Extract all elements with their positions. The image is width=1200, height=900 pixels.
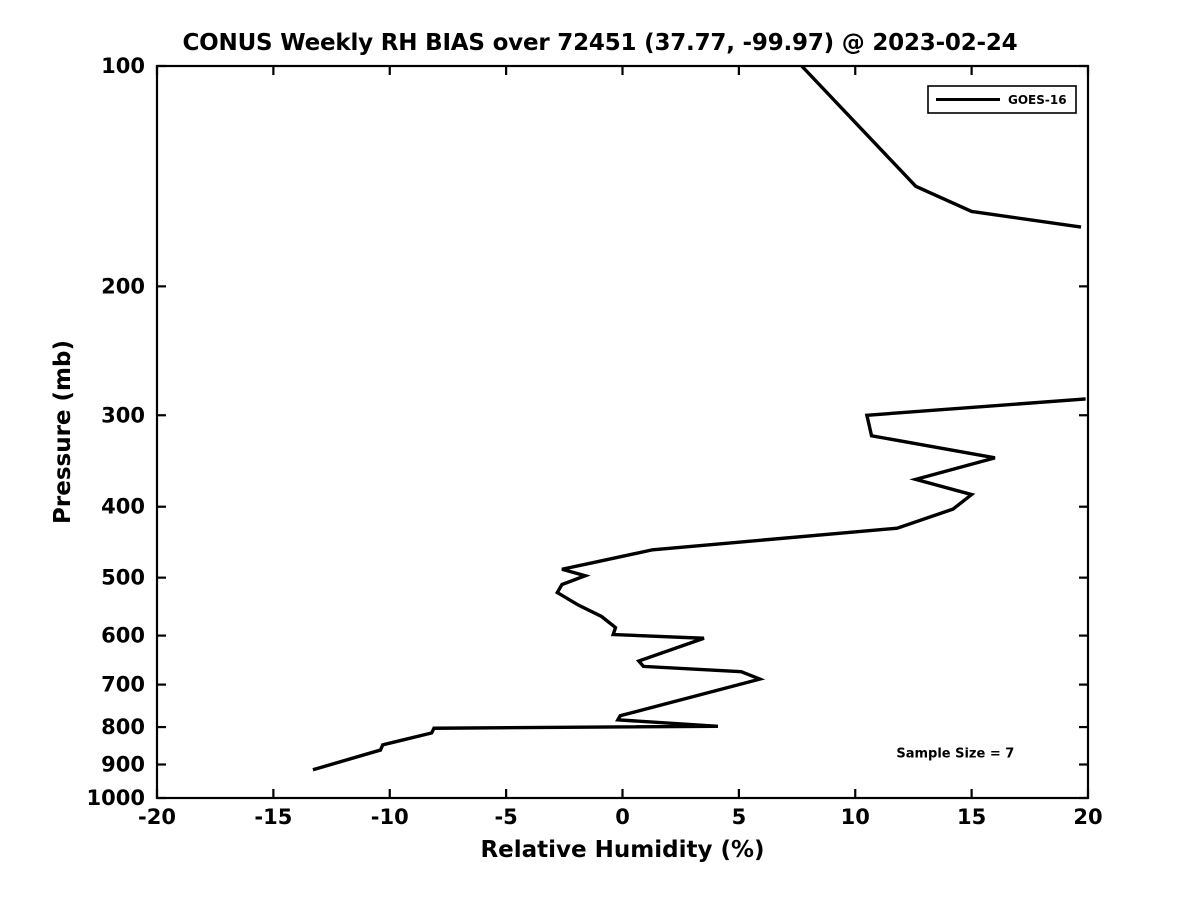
series-line-goes-16 (800, 64, 1082, 229)
x-tick-label: 10 (841, 805, 870, 829)
y-tick-label: 100 (101, 54, 145, 78)
x-tick-label: -10 (371, 805, 409, 829)
series-line-goes-16 (312, 397, 1086, 772)
x-tick-label: 0 (615, 805, 630, 829)
x-axis-title: Relative Humidity (%) (480, 837, 764, 863)
x-tick-label: 15 (957, 805, 986, 829)
data-series (312, 64, 1086, 772)
legend-label: GOES-16 (1008, 93, 1067, 107)
y-tick-label: 800 (101, 715, 145, 739)
x-tick-label: 5 (732, 805, 747, 829)
y-tick-label: 900 (101, 753, 145, 777)
annotations: Sample Size = 7 (896, 746, 1014, 761)
chart-title: CONUS Weekly RH BIAS over 72451 (37.77, … (182, 30, 1018, 56)
y-tick-label: 500 (101, 566, 145, 590)
x-tick-label: -20 (138, 805, 176, 829)
y-tick-label: 300 (101, 403, 145, 427)
sample-size-annotation: Sample Size = 7 (896, 746, 1014, 761)
axes-frame (155, 64, 1090, 800)
x-tick-label: 20 (1073, 805, 1102, 829)
y-tick-label: 600 (101, 624, 145, 648)
x-tick-label: -5 (494, 805, 517, 829)
y-axis-ticks: 100 200 300 400 500 600 700 800 900 1000 (87, 54, 1088, 810)
y-tick-label: 1000 (87, 786, 145, 810)
legend: GOES-16 (927, 85, 1077, 114)
x-axis-ticks: -20 -15 -10 -5 0 5 10 15 20 (138, 66, 1103, 829)
y-axis-title: Pressure (mb) (50, 340, 76, 524)
axis-titles: Relative Humidity (%) Pressure (mb) (50, 340, 765, 863)
y-tick-label: 400 (101, 495, 145, 519)
y-tick-label: 700 (101, 673, 145, 697)
x-tick-label: -15 (254, 805, 292, 829)
y-tick-label: 200 (101, 274, 145, 298)
